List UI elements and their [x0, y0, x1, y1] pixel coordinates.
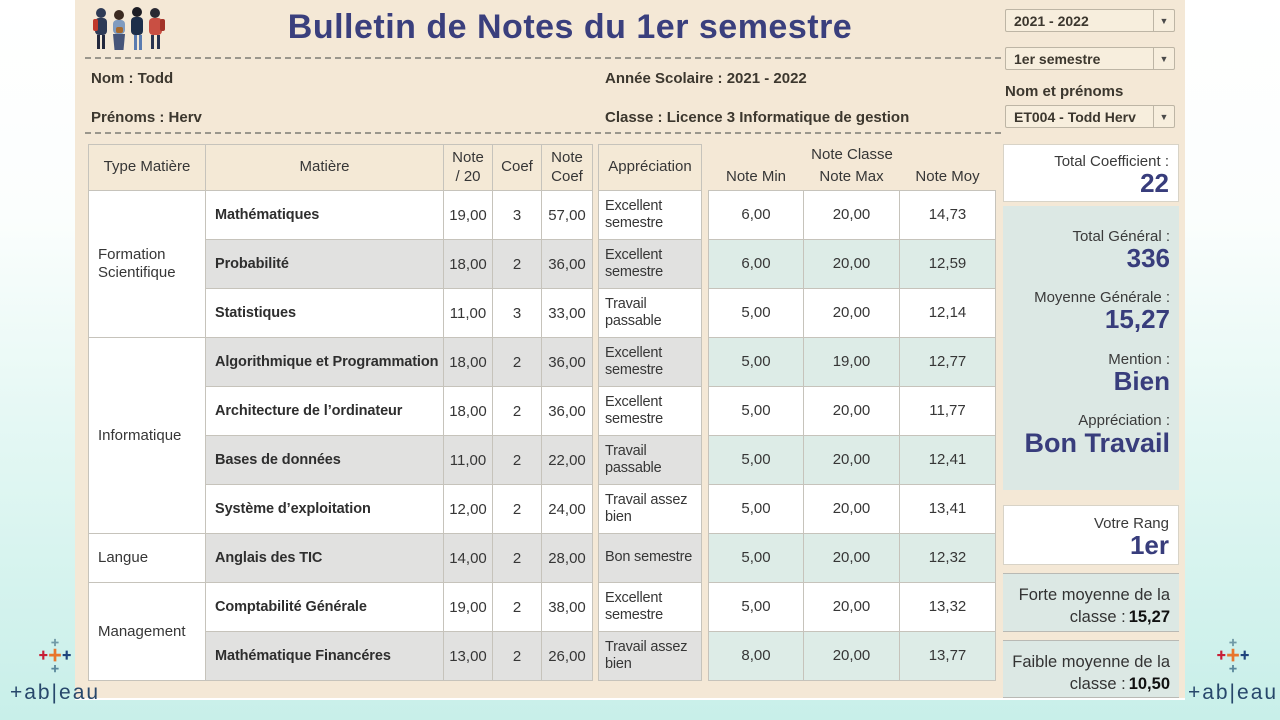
- students-logo-icon: [93, 7, 165, 50]
- table-row: 5,00 19,00 12,77: [708, 336, 996, 387]
- total-coefficient-label: Total Coefficient :: [1054, 153, 1169, 170]
- year-filter-dropdown[interactable]: 2021 - 2022 ▼: [1005, 9, 1175, 32]
- summary-panel: Total Général : 336 Moyenne Générale : 1…: [1003, 206, 1179, 490]
- rang-label: Votre Rang: [1093, 515, 1169, 532]
- divider: [85, 132, 1001, 134]
- col-header-note: Note / 20: [443, 144, 493, 191]
- col-header-type-matiere: Type Matière: [88, 144, 206, 191]
- table-row: Mathématique Financéres 13,00 2 26,00: [89, 631, 593, 681]
- table-row: Travail passable: [598, 435, 702, 485]
- col-header-matiere: Matière: [205, 144, 444, 191]
- student-filter-dropdown[interactable]: ET004 - Todd Herv ▼: [1005, 105, 1175, 128]
- mention: Mention : Bien: [1108, 350, 1170, 396]
- divider: [85, 57, 1001, 59]
- table-row: 6,00 20,00 12,59: [708, 238, 996, 289]
- group-cell[interactable]: Informatique: [88, 337, 206, 534]
- table-row: 5,00 20,00 13,41: [708, 483, 996, 534]
- total-coefficient-card: Total Coefficient : 22: [1003, 144, 1179, 202]
- col-header-appreciation: Appréciation: [598, 144, 702, 191]
- student-filter-label: Nom et prénoms: [1005, 83, 1124, 100]
- table-row: Excellent semestre: [598, 582, 702, 632]
- table-row: Système d’exploitation 12,00 2 24,00: [89, 484, 593, 534]
- table-row: 5,00 20,00 13,32: [708, 581, 996, 632]
- total-general: Total Général : 336: [1072, 228, 1170, 273]
- rang-value: 1er: [1129, 530, 1169, 560]
- total-coefficient-value: 22: [1140, 168, 1169, 198]
- tableau-plus-icon: [39, 638, 71, 673]
- tableau-logo: +ab|eau: [1178, 638, 1280, 705]
- classe: Classe : Licence 3 Informatique de gesti…: [605, 109, 910, 126]
- appreciation-column: Appréciation Excellent semestre Excellen…: [598, 144, 702, 681]
- table-row: Excellent semestre: [598, 386, 702, 436]
- group-cell[interactable]: Management: [88, 582, 206, 681]
- table-row: 6,00 20,00 14,73: [708, 189, 996, 240]
- table-row: Informatique Algorithmique et Programmat…: [88, 337, 593, 534]
- table-row: 5,00 20,00 12,14: [708, 287, 996, 338]
- col-header-note-coef: Note Coef: [541, 144, 593, 191]
- table-row: Langue Anglais des TIC 14,00 2 28,00: [88, 533, 593, 583]
- table-row: 5,00 20,00 12,41: [708, 434, 996, 485]
- table-row: Architecture de l’ordinateur 18,00 2 36,…: [89, 386, 593, 436]
- table-row: Excellent semestre: [598, 190, 702, 240]
- table-row: Excellent semestre: [598, 239, 702, 289]
- chevron-down-icon[interactable]: ▼: [1153, 106, 1174, 127]
- table-row: Formation Scientifique Mathématiques 19,…: [88, 190, 593, 338]
- tableau-wordmark: +ab|eau: [1187, 681, 1279, 704]
- table-row: Travail passable: [598, 288, 702, 338]
- table-row: Travail assez bien: [598, 484, 702, 534]
- semester-filter-dropdown[interactable]: 1er semestre ▼: [1005, 47, 1175, 70]
- appreciation-generale: Appréciation : Bon Travail: [1024, 411, 1170, 458]
- student-prenoms: Prénoms : Herv: [91, 109, 202, 126]
- forte-moyenne-card: Forte moyenne de la classe :15,27: [1003, 573, 1179, 632]
- faible-moyenne-card: Faible moyenne de la classe :10,50: [1003, 640, 1179, 698]
- table-row: Statistiques 11,00 3 33,00: [89, 288, 593, 338]
- table-row: Management Comptabilité Générale 19,00 2…: [88, 582, 593, 681]
- table-row: Excellent semestre: [598, 337, 702, 387]
- tableau-logo: +ab|eau: [0, 638, 110, 705]
- col-header-note-max: Note Max: [819, 168, 884, 186]
- tableau-wordmark: +ab|eau: [9, 681, 101, 704]
- table-row: 5,00 20,00 11,77: [708, 385, 996, 436]
- col-header-note-min: Note Min: [725, 168, 787, 186]
- chevron-down-icon[interactable]: ▼: [1153, 10, 1174, 31]
- bulletin-dashboard: Bulletin de Notes du 1er semestre Nom : …: [75, 0, 1185, 700]
- group-cell[interactable]: Langue: [88, 533, 206, 583]
- col-header-note-moy: Note Moy: [915, 168, 980, 186]
- col-header-coef: Coef: [492, 144, 542, 191]
- chevron-down-icon[interactable]: ▼: [1153, 48, 1174, 69]
- class-stats-table: Note Classe Note Min Note Max Note Moy 6…: [708, 144, 996, 681]
- rang-card: Votre Rang 1er: [1003, 505, 1179, 565]
- faible-moyenne-value: 10,50: [1128, 675, 1170, 694]
- col-header-note-classe: Note Classe: [811, 145, 893, 163]
- table-row: 5,00 20,00 12,32: [708, 532, 996, 583]
- page-title: Bulletin de Notes du 1er semestre: [287, 8, 853, 46]
- moyenne-generale: Moyenne Générale : 15,27: [1034, 289, 1170, 335]
- table-row: Bon semestre: [598, 533, 702, 583]
- table-row: Probabilité 18,00 2 36,00: [89, 239, 593, 289]
- grades-table: Type Matière Matière Note / 20 Coef Note…: [88, 144, 593, 681]
- group-cell[interactable]: Formation Scientifique: [88, 190, 206, 338]
- student-nom: Nom : Todd: [91, 70, 174, 87]
- table-row: Travail assez bien: [598, 631, 702, 681]
- table-row: 8,00 20,00 13,77: [708, 630, 996, 681]
- forte-moyenne-value: 15,27: [1128, 608, 1170, 627]
- annee-scolaire: Année Scolaire : 2021 - 2022: [605, 70, 807, 87]
- tableau-plus-icon: [1217, 638, 1249, 673]
- table-row: Bases de données 11,00 2 22,00: [89, 435, 593, 485]
